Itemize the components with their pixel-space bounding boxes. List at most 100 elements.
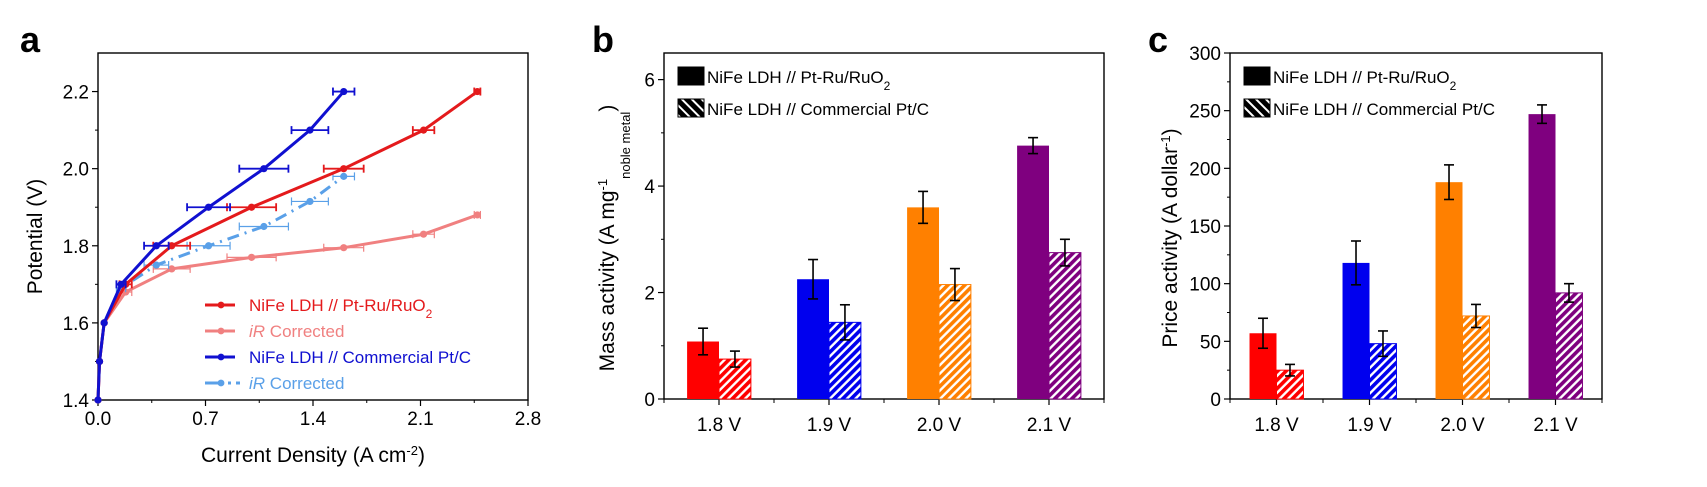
legend-swatch xyxy=(1243,98,1271,118)
legend-main: NiFe LDH // Pt-Ru/RuO xyxy=(707,68,884,87)
data-point xyxy=(168,265,176,273)
legend-label: NiFe LDH // Pt-Ru/RuO2 xyxy=(1273,68,1457,93)
legend: NiFe LDH // Pt-Ru/RuO2 iR Corrected NiFe L… xyxy=(205,296,471,393)
legend-swatch xyxy=(677,98,705,118)
panel-letter: c xyxy=(1148,19,1168,60)
legend-swatch xyxy=(1243,66,1271,86)
x-tick-label: 1.9 V xyxy=(1347,415,1392,436)
legend-main: NiFe LDH // Commercial Pt/C xyxy=(1273,100,1495,119)
data-point xyxy=(152,242,160,250)
legend-sub: 2 xyxy=(426,307,433,321)
x-tick-label: 1.8 V xyxy=(697,415,742,436)
x-tick-label: 2.8 xyxy=(515,409,541,430)
y-tick-label: 4 xyxy=(644,177,655,198)
data-point xyxy=(473,87,481,96)
y-axis-title-end: ) xyxy=(596,105,619,112)
y-tick-label: 200 xyxy=(1189,159,1221,180)
data-point xyxy=(419,230,428,238)
legend-label: iR Corrected xyxy=(249,374,344,393)
bar-pt-ru-ruo2 xyxy=(1528,114,1556,400)
y-axis-title: Potential (V) xyxy=(24,179,47,295)
series-2 xyxy=(94,87,356,404)
panel-letter: b xyxy=(592,19,614,60)
x-axis-title-end: ) xyxy=(418,444,425,467)
x-tick-label: 1.4 xyxy=(300,409,327,430)
bar-pt-ru-ruo2 xyxy=(907,207,939,399)
y-tick-label: 1.4 xyxy=(63,391,90,412)
data-point xyxy=(247,203,256,211)
x-tick-label: 2.0 V xyxy=(1440,415,1485,436)
x-tick-label: 1.9 V xyxy=(807,415,852,436)
legend: NiFe LDH // Pt-Ru/RuO2 NiFe LDH // Commer… xyxy=(677,66,929,119)
y-tick-label: 150 xyxy=(1189,217,1221,238)
y-tick-label: 1.6 xyxy=(63,314,89,335)
y-axis-title-main: Mass activity (A mg xyxy=(596,190,619,371)
data-point xyxy=(473,211,481,219)
legend-label: NiFe LDH // Commercial Pt/C xyxy=(1273,100,1495,119)
bar-commercial-pt-c xyxy=(1462,315,1490,400)
x-axis-title-sup: -2 xyxy=(406,443,418,458)
panel-c-bar-chart: c 0 50 100 150 200 250 300 1.8 V 1.9 V 2.0 V 2.1 V N… xyxy=(1148,19,1603,436)
y-tick-label: 2 xyxy=(644,284,655,305)
legend-marker xyxy=(217,353,225,361)
y-tick-label: 0 xyxy=(644,390,655,411)
data-point xyxy=(247,253,256,261)
legend-sub: 2 xyxy=(884,79,891,93)
legend-main: NiFe LDH // Commercial Pt/C xyxy=(249,348,471,367)
data-point xyxy=(100,319,108,327)
y-tick-label: 2.0 xyxy=(63,160,89,181)
legend-italic: iR xyxy=(249,322,265,341)
bar-pt-ru-ruo2 xyxy=(1017,145,1049,399)
x-tick-label: 1.8 V xyxy=(1254,415,1299,436)
data-point xyxy=(117,280,125,288)
y-axis-title-sub: noble metal xyxy=(618,112,633,179)
data-point xyxy=(94,396,102,404)
y-axis-title: Mass activity (A mg-1 noble metal) xyxy=(595,105,633,372)
data-point xyxy=(260,222,268,231)
data-point xyxy=(419,126,428,134)
data-point xyxy=(95,357,104,366)
x-tick-label: 2.1 V xyxy=(1533,415,1578,436)
y-axis-title: Price activity (A dollar-1) xyxy=(1158,128,1183,347)
y-tick-label: 50 xyxy=(1200,332,1221,353)
bar-commercial-pt-c xyxy=(1555,292,1583,400)
x-tick-label: 0.7 xyxy=(192,409,218,430)
legend: NiFe LDH // Pt-Ru/RuO2 NiFe LDH // Commer… xyxy=(1243,66,1495,119)
panel-letter: a xyxy=(20,19,41,60)
y-axis-title-sup: -1 xyxy=(1158,135,1173,147)
legend-label: iR Corrected xyxy=(249,322,344,341)
data-point xyxy=(204,203,213,211)
data-point xyxy=(340,87,348,96)
y-tick-label: 100 xyxy=(1189,275,1221,296)
legend-label: NiFe LDH // Commercial Pt/C xyxy=(249,348,471,367)
data-point xyxy=(204,242,213,250)
legend-italic: iR xyxy=(249,374,265,393)
x-tick-label: 2.0 V xyxy=(917,415,962,436)
y-tick-label: 250 xyxy=(1189,102,1221,123)
data-point xyxy=(340,244,348,252)
y-axis-title-sup: -1 xyxy=(595,179,610,191)
x-tick-label: 0.0 xyxy=(85,409,111,430)
panel-a-line-chart: a 0.0 0.7 1.4 2.1 2.8 1.4 1.6 1.8 2.0 2.2 Current D… xyxy=(20,19,541,467)
legend-label: NiFe LDH // Pt-Ru/RuO2 xyxy=(707,68,891,93)
x-tick-label: 2.1 V xyxy=(1027,415,1072,436)
legend-main: NiFe LDH // Commercial Pt/C xyxy=(707,100,929,119)
legend-main: NiFe LDH // Pt-Ru/RuO xyxy=(249,296,426,315)
bar-commercial-pt-c xyxy=(1048,252,1082,400)
legend-swatch xyxy=(677,66,705,86)
y-tick-label: 2.2 xyxy=(63,83,89,104)
bar-commercial-pt-c xyxy=(938,284,972,400)
legend-main: NiFe LDH // Pt-Ru/RuO xyxy=(1273,68,1450,87)
legend-marker xyxy=(217,327,225,335)
data-point xyxy=(306,197,314,206)
legend-marker xyxy=(217,301,225,309)
legend-marker xyxy=(217,379,225,387)
y-tick-label: 1.8 xyxy=(63,237,89,258)
bar-pt-ru-ruo2 xyxy=(1435,182,1463,399)
y-tick-label: 0 xyxy=(1210,390,1221,411)
x-axis-title: Current Density (A cm-2) xyxy=(201,443,425,468)
x-axis-title-main: Current Density (A cm xyxy=(201,444,406,467)
y-tick-label: 300 xyxy=(1189,44,1221,65)
data-point xyxy=(152,261,160,269)
